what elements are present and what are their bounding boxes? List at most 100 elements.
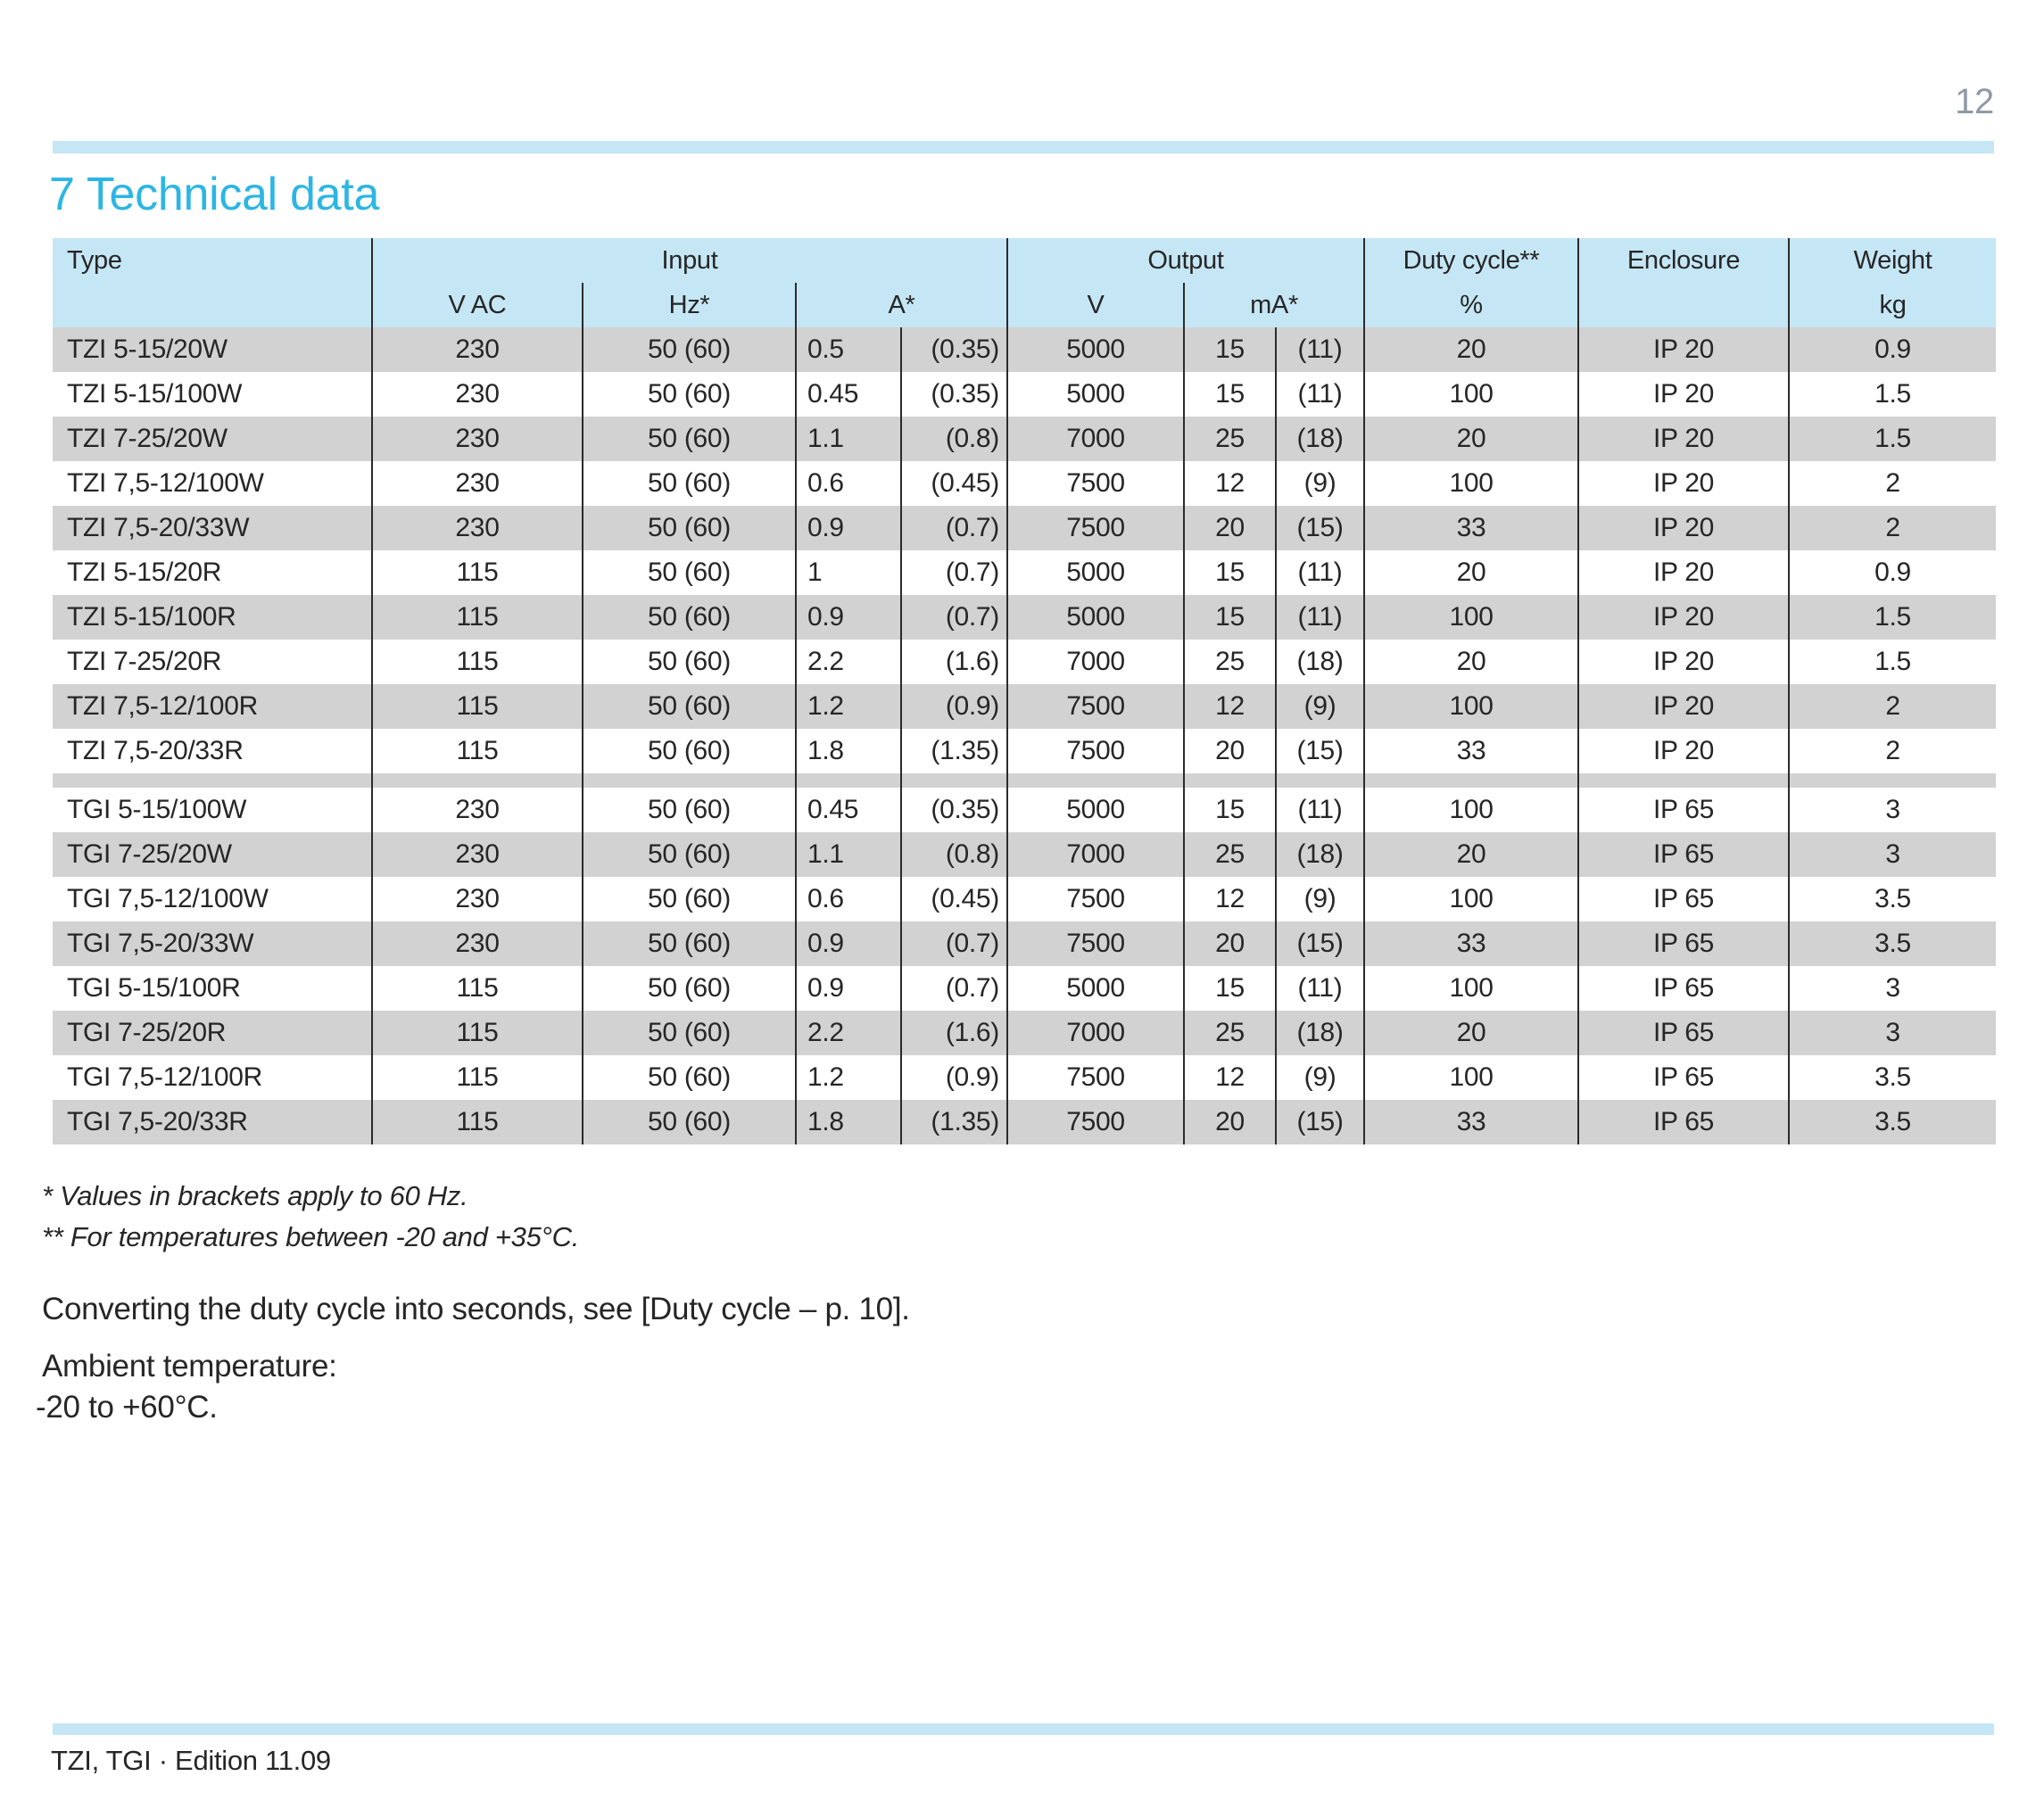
note-ambient-temperature-label: Ambient temperature:: [42, 1349, 337, 1384]
cell-a-nominal: 1: [795, 550, 901, 595]
separator-cell: [795, 773, 901, 788]
cell-type: TGI 7,5-20/33W: [53, 921, 372, 966]
cell-a-nominal: 0.9: [795, 506, 901, 550]
cell-a-bracket: (0.35): [900, 788, 1007, 832]
cell-ma-bracket: (15): [1274, 921, 1365, 966]
top-divider-bar: [53, 141, 1994, 153]
footer-edition-text: TZI, TGI · Edition 11.09: [51, 1745, 331, 1776]
cell-hz: 50 (60): [582, 417, 796, 461]
cell-weight: 0.9: [1788, 550, 1997, 595]
cell-duty-cycle: 20: [1363, 550, 1579, 595]
cell-type: TGI 5-15/100R: [67, 973, 241, 1003]
cell-v: 5000: [1006, 327, 1184, 372]
cell-hz: 50 (60): [582, 1055, 796, 1100]
cell-weight: 2: [1788, 684, 1997, 729]
cell-weight: 2: [1788, 506, 1997, 550]
cell-duty-cycle: 33: [1363, 1100, 1579, 1144]
cell-weight: 3: [1788, 788, 1997, 832]
cell-type: TZI 7,5-12/100R: [53, 684, 372, 729]
cell-type: TZI 5-15/20W: [53, 327, 372, 372]
cell-enclosure: IP 20: [1577, 684, 1790, 729]
cell-enclosure: IP 20: [1577, 506, 1790, 550]
cell-vac: 115: [371, 1055, 583, 1100]
cell-ma-bracket: (18): [1274, 417, 1365, 461]
cell-v: 7500: [1006, 877, 1184, 921]
table-row: TZI 5-15/100R 115 50 (60) 0.9 (0.7) 5000 15 (11…: [53, 595, 1997, 640]
cell-hz: 50 (60): [582, 372, 796, 417]
cell-a-bracket: (0.35): [900, 372, 1007, 417]
cell-enclosure: IP 65: [1577, 1100, 1790, 1144]
cell-a-bracket: (0.7): [900, 921, 1007, 966]
cell-a-nominal: 1.8: [795, 1100, 901, 1144]
cell-duty-cycle: 100: [1363, 1055, 1579, 1100]
cell-enclosure: IP 65: [1577, 921, 1790, 966]
cell-v: 7500: [1006, 921, 1184, 966]
cell-ma-bracket: (15): [1274, 506, 1365, 550]
cell-duty-cycle: 20: [1363, 327, 1579, 372]
footer-divider-bar: [53, 1723, 1994, 1735]
cell-ma-bracket: (18): [1274, 832, 1365, 877]
cell-hz: 50 (60): [582, 1011, 796, 1055]
cell-hz: 50 (60): [582, 684, 796, 729]
cell-duty-cycle: 33: [1363, 506, 1579, 550]
cell-v: 7500: [1006, 1055, 1184, 1100]
table-row: TZI 7-25/20W 230 50 (60) 1.1 (0.8) 7000 25 (18)…: [53, 417, 1997, 461]
cell-enclosure: IP 65: [1577, 1011, 1790, 1055]
cell-enclosure: IP 20: [1577, 729, 1790, 773]
technical-data-table: Type Input Output Duty cycle** Enclosure…: [53, 238, 1997, 1144]
cell-ma-bracket: (18): [1274, 1011, 1365, 1055]
cell-ma-nominal: 15: [1183, 788, 1276, 832]
cell-enclosure: IP 65: [1577, 832, 1790, 877]
cell-type: TGI 7-25/20W: [53, 832, 372, 877]
cell-ma-bracket: (11): [1274, 372, 1365, 417]
cell-v: 7000: [1006, 417, 1184, 461]
cell-duty-cycle: 20: [1363, 640, 1579, 684]
separator-cell: [371, 773, 583, 788]
cell-ma-bracket: (11): [1274, 327, 1365, 372]
cell-enclosure: IP 20: [1577, 461, 1790, 506]
cell-vac: 115: [371, 684, 583, 729]
cell-a-bracket: (0.7): [900, 550, 1007, 595]
cell-duty-cycle: 100: [1363, 595, 1579, 640]
cell-a-bracket: (0.45): [900, 461, 1007, 506]
cell-weight: 2: [1788, 461, 1997, 506]
cell-v: 5000: [1006, 966, 1184, 1011]
group-separator-row: [53, 773, 1997, 788]
cell-vac: 115: [371, 966, 583, 1011]
cell-type: TZI 5-15/20R: [67, 558, 222, 587]
cell-weight: 1.5: [1788, 417, 1997, 461]
cell-vac: 230: [371, 417, 583, 461]
cell-duty-cycle: 100: [1363, 461, 1579, 506]
cell-a-nominal: 2.2: [795, 1011, 901, 1055]
table-row: TZI 7-25/20R 115 50 (60) 2.2 (1.6) 7000 25 (18)…: [53, 640, 1997, 684]
cell-ma-nominal: 25: [1183, 1011, 1276, 1055]
col-header-output: Output: [1005, 238, 1365, 283]
cell-type: TZI 7,5-12/100W: [67, 468, 264, 498]
cell-weight: 2: [1788, 729, 1997, 773]
note-duty-cycle-reference: Converting the duty cycle into seconds, …: [42, 1292, 910, 1326]
cell-hz: 50 (60): [582, 550, 796, 595]
cell-hz: 50 (60): [582, 788, 796, 832]
cell-vac: 115: [371, 640, 583, 684]
cell-hz: 50 (60): [582, 595, 796, 640]
cell-ma-nominal: 12: [1183, 461, 1276, 506]
cell-vac: 230: [371, 832, 583, 877]
cell-ma-nominal: 15: [1183, 550, 1276, 595]
separator-cell: [1006, 773, 1184, 788]
cell-duty-cycle: 100: [1363, 877, 1579, 921]
separator-cell: [900, 773, 1007, 788]
cell-a-bracket: (1.35): [900, 1100, 1007, 1144]
cell-hz: 50 (60): [582, 640, 796, 684]
cell-ma-bracket: (11): [1274, 966, 1365, 1011]
separator-cell: [1183, 773, 1276, 788]
cell-hz: 50 (60): [582, 506, 796, 550]
cell-enclosure: IP 20: [1577, 327, 1790, 372]
cell-a-nominal: 1.2: [795, 1055, 901, 1100]
col-header-v: V: [1006, 283, 1184, 327]
col-header-enclosure-spacer: [1577, 283, 1790, 327]
col-header-duty-cycle: Duty cycle**: [1363, 238, 1579, 283]
cell-v: 5000: [1006, 788, 1184, 832]
col-header-type: Type: [53, 238, 372, 283]
cell-a-bracket: (1.6): [900, 1011, 1007, 1055]
cell-ma-bracket: (15): [1274, 729, 1365, 773]
